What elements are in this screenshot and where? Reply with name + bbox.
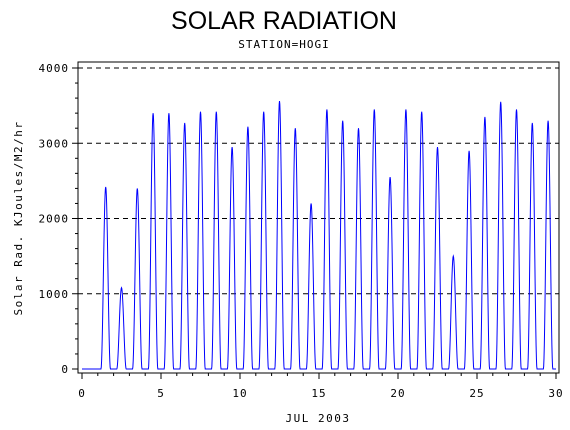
x-tick-label: 15 (311, 387, 326, 400)
y-tick-label: 3000 (39, 137, 70, 150)
grid-lines (78, 67, 559, 295)
y-axis-label: Solar Rad. KJoules/M2/hr (12, 121, 25, 316)
x-tick-label: 0 (78, 387, 86, 400)
y-tick-label: 2000 (39, 213, 70, 226)
x-axis-label: JUL 2003 (286, 412, 351, 425)
x-tick-label: 25 (469, 387, 484, 400)
chart-title: SOLAR RADIATION (171, 7, 397, 35)
y-tick-label: 4000 (39, 62, 70, 75)
series-layer (82, 101, 556, 370)
y-tick-label: 1000 (39, 288, 70, 301)
chart-subtitle: STATION=HOGI (238, 38, 329, 51)
x-axis: 0 5 10 15 20 25 30 (78, 373, 563, 400)
y-tick-label: 0 (61, 363, 69, 376)
y-axis: 0 1000 2000 3000 4000 (39, 62, 78, 376)
x-tick-label: 20 (390, 387, 405, 400)
x-tick-label: 10 (232, 387, 247, 400)
x-tick-label: 30 (548, 387, 563, 400)
series-line-0 (82, 101, 556, 370)
x-tick-label: 5 (157, 387, 165, 400)
